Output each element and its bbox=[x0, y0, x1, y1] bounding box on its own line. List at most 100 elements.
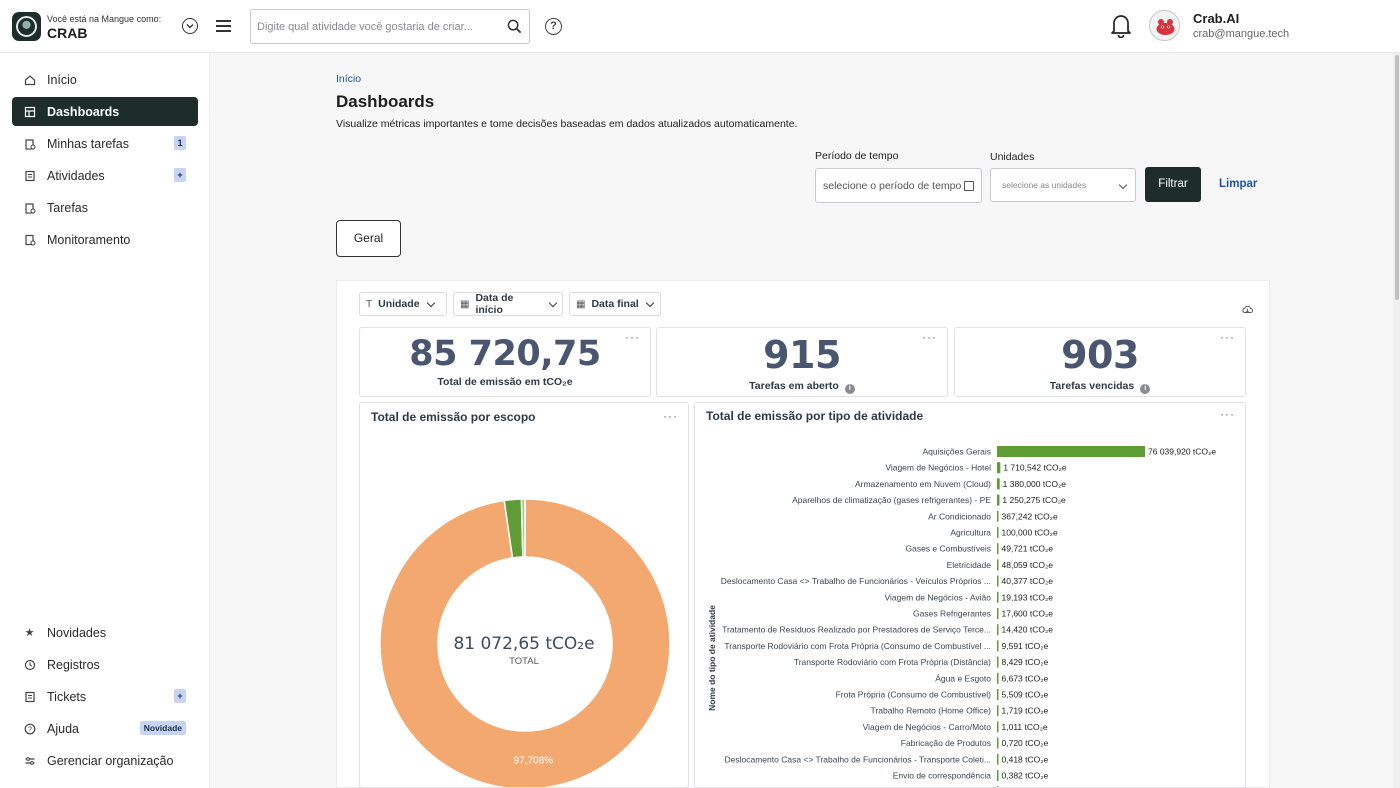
monitor-icon bbox=[23, 233, 36, 246]
units-select[interactable]: selecione as unidades bbox=[990, 168, 1136, 202]
more-options-icon[interactable]: ··· bbox=[625, 330, 640, 344]
start-date-filter-chip[interactable]: ▦ Data de início bbox=[453, 292, 563, 316]
user-email: crab@mangue.tech bbox=[1193, 28, 1290, 40]
sidebar-item-tarefas[interactable]: Tarefas bbox=[12, 193, 198, 222]
kpi-label-row: Tarefas em aberto i bbox=[657, 380, 947, 394]
bar[interactable] bbox=[997, 721, 999, 733]
bar[interactable] bbox=[997, 559, 999, 571]
menu-icon[interactable] bbox=[216, 20, 231, 32]
mangue-logo[interactable] bbox=[12, 12, 41, 41]
bar[interactable] bbox=[997, 737, 999, 749]
clear-button[interactable]: Limpar bbox=[1219, 178, 1258, 190]
bar-value-label: 1,719 tCO₂e bbox=[1002, 706, 1049, 716]
sidebar-item-minhas-tarefas[interactable]: Minhas tarefas 1 bbox=[12, 129, 198, 158]
new-feature-badge: Novidade bbox=[139, 721, 186, 735]
bar[interactable] bbox=[997, 494, 1000, 506]
bar[interactable] bbox=[997, 624, 999, 636]
bar-value-label: 1 710,542 tCO₂e bbox=[1003, 463, 1067, 473]
bar[interactable] bbox=[997, 591, 999, 603]
page-title: Dashboards bbox=[336, 92, 435, 111]
more-options-icon[interactable]: ··· bbox=[663, 409, 678, 423]
bar[interactable] bbox=[997, 446, 1145, 457]
bar[interactable] bbox=[997, 786, 999, 788]
sidebar-item-novidades[interactable]: ★ Novidades bbox=[12, 618, 198, 647]
org-switch-chevron-icon[interactable] bbox=[182, 18, 198, 34]
bar[interactable] bbox=[997, 656, 999, 668]
bar[interactable] bbox=[997, 640, 999, 652]
bar[interactable] bbox=[997, 462, 1001, 474]
bar[interactable] bbox=[997, 527, 999, 538]
clipboard-icon bbox=[23, 201, 36, 214]
search-icon[interactable] bbox=[507, 19, 522, 34]
bar[interactable] bbox=[997, 608, 999, 619]
bar[interactable] bbox=[997, 478, 1000, 490]
user-avatar[interactable] bbox=[1149, 10, 1180, 41]
kpi-card-total-emission: ··· 85 720,75 Total de emissão em tCO₂e bbox=[359, 327, 651, 397]
ticket-icon bbox=[23, 690, 36, 703]
calendar-icon: ▦ bbox=[460, 298, 470, 310]
org-name: CRAB bbox=[47, 25, 88, 41]
bar[interactable] bbox=[997, 753, 999, 765]
bar[interactable] bbox=[997, 543, 999, 555]
bar-value-label: 9,591 tCO₂e bbox=[1002, 641, 1049, 651]
bar-value-label: 100,000 tCO₂e bbox=[1002, 528, 1058, 538]
kpi-value: 903 bbox=[1061, 333, 1139, 377]
cloud-download-icon[interactable] bbox=[1242, 305, 1253, 314]
sidebar-item-dashboards[interactable]: Dashboards bbox=[12, 97, 198, 126]
bar-value-label: 48,059 tCO₂e bbox=[1002, 560, 1054, 570]
kpi-label: Tarefas vencidas bbox=[1049, 380, 1135, 392]
sidebar-item-inicio[interactable]: Início bbox=[12, 65, 198, 94]
bar[interactable] bbox=[997, 510, 999, 522]
top-bar: Você está na Mangue como: CRAB ? Crab.AI… bbox=[0, 0, 1400, 53]
bar[interactable] bbox=[997, 689, 999, 700]
donut-center-caption: TOTAL bbox=[509, 656, 539, 667]
notification-bell-icon[interactable] bbox=[1110, 12, 1132, 38]
breadcrumb[interactable]: Início bbox=[336, 73, 362, 85]
page-scrollbar-track[interactable] bbox=[1393, 53, 1400, 788]
donut-slice-label: 97,708% bbox=[514, 756, 554, 767]
more-options-icon[interactable]: ··· bbox=[1220, 407, 1235, 421]
unit-filter-chip[interactable]: T Unidade bbox=[359, 292, 447, 316]
bar-category-label: Deslocamento Casa <> Trabalho de Funcion… bbox=[725, 754, 991, 764]
period-picker[interactable]: selecione o período de tempo bbox=[815, 168, 982, 203]
activity-search-field[interactable] bbox=[250, 9, 530, 44]
bar[interactable] bbox=[997, 705, 999, 717]
end-date-filter-chip[interactable]: ▦ Data final bbox=[569, 292, 661, 316]
bar[interactable] bbox=[997, 672, 999, 684]
tab-geral[interactable]: Geral bbox=[336, 220, 401, 257]
bar-category-label: Gases e Combustíveis bbox=[905, 544, 991, 554]
sidebar-item-gerenciar-organizacao[interactable]: Gerenciar organização bbox=[12, 746, 198, 775]
sidebar-item-monitoramento[interactable]: Monitoramento bbox=[12, 225, 198, 254]
sidebar-item-registros[interactable]: Registros bbox=[12, 650, 198, 679]
sidebar-item-label: Registros bbox=[47, 657, 100, 672]
bar-value-label: 6,673 tCO₂e bbox=[1002, 673, 1049, 683]
sidebar-item-tickets[interactable]: Tickets + bbox=[12, 682, 198, 711]
more-options-icon[interactable]: ··· bbox=[1220, 330, 1235, 344]
info-icon[interactable]: i bbox=[1140, 384, 1151, 394]
info-icon[interactable]: i bbox=[844, 384, 855, 394]
units-label: Unidades bbox=[990, 151, 1035, 163]
help-circle-icon[interactable]: ? bbox=[545, 18, 562, 35]
filter-button[interactable]: Filtrar bbox=[1145, 167, 1201, 202]
bar-value-label: 1,011 tCO₂e bbox=[1002, 722, 1048, 732]
bar-category-label: Transporte Rodoviário com Frota Própria … bbox=[794, 657, 991, 667]
donut-slice[interactable] bbox=[520, 498, 526, 558]
bar[interactable] bbox=[997, 770, 999, 781]
activities-icon bbox=[23, 169, 36, 182]
activity-search-input[interactable] bbox=[251, 10, 496, 43]
bar[interactable] bbox=[997, 575, 999, 587]
sidebar-item-label: Novidades bbox=[47, 625, 107, 640]
more-options-icon[interactable]: ··· bbox=[922, 330, 937, 344]
add-ticket-badge[interactable]: + bbox=[174, 689, 186, 703]
donut-chart: 97,708% bbox=[379, 498, 671, 788]
donut-slice[interactable] bbox=[379, 498, 671, 788]
add-activity-badge[interactable]: + bbox=[174, 168, 186, 182]
sidebar-item-ajuda[interactable]: ? Ajuda Novidade bbox=[12, 714, 198, 743]
page-scrollbar-thumb[interactable] bbox=[1395, 55, 1399, 300]
chevron-down-icon bbox=[548, 298, 558, 307]
donut-center-value: 81 072,65 tCO₂e bbox=[453, 634, 595, 654]
bar-value-label: 0,720 tCO₂e bbox=[1002, 738, 1049, 748]
emission-by-scope-card: Total de emissão por escopo ··· 97,708% … bbox=[359, 402, 689, 788]
bar-category-label: Transporte Rodoviário com Frota Própria … bbox=[724, 641, 991, 651]
sidebar-item-atividades[interactable]: Atividades + bbox=[12, 161, 198, 190]
